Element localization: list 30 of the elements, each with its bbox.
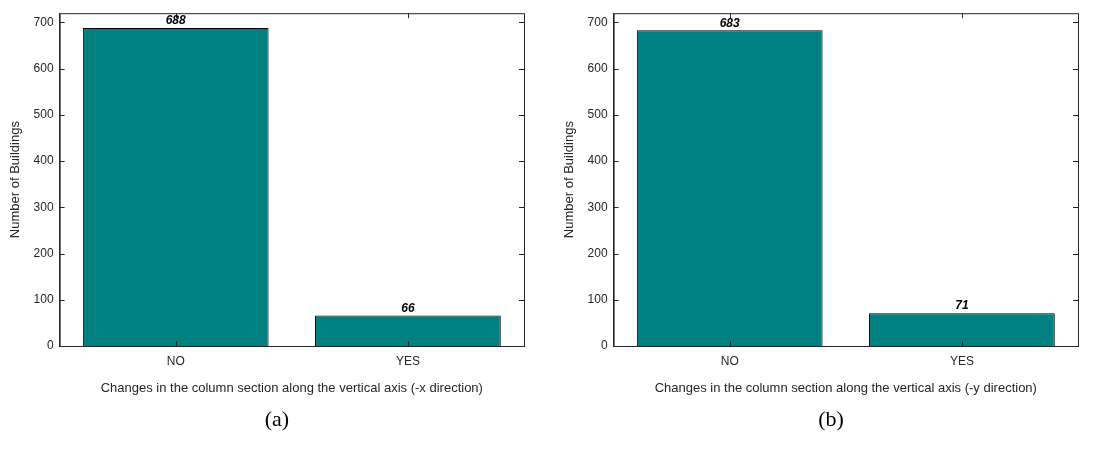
y-tick-label: 600	[33, 60, 54, 75]
y-tick-label: 300	[587, 199, 608, 214]
y-axis-title: Number of Buildings	[561, 120, 577, 239]
data-label: 71	[955, 298, 969, 313]
y-tick-label: 700	[33, 14, 54, 29]
y-tick-label: 600	[587, 60, 608, 75]
y-tick-label: 200	[33, 245, 54, 260]
x-axis-title: Changes in the column section along the vertical axis (-x direction)	[100, 379, 483, 395]
text: (a)	[263, 406, 291, 432]
y-tick-label: 500	[587, 107, 608, 122]
y-tick-label: 400	[33, 153, 54, 168]
x-tick-label: NO	[720, 353, 739, 368]
x-tick-label: NO	[166, 353, 185, 368]
y-tick-label: 400	[587, 153, 608, 168]
data-label: 66	[401, 300, 415, 315]
y-tick-label: 300	[33, 199, 54, 214]
x-tick-label: YES	[395, 353, 420, 368]
y-tick-label: 100	[33, 292, 54, 307]
y-tick-label: 100	[587, 292, 608, 307]
data-label: 683	[719, 15, 741, 30]
y-tick-label: 0	[600, 338, 608, 353]
data-label: 688	[165, 13, 187, 28]
y-tick-label: 200	[587, 245, 608, 260]
y-axis-title: Number of Buildings	[7, 120, 23, 239]
y-tick-label: 700	[587, 14, 608, 29]
y-tick-label: 0	[46, 338, 54, 353]
x-tick-label: YES	[949, 353, 974, 368]
text: (b)	[817, 406, 845, 432]
y-tick-label: 500	[33, 107, 54, 122]
x-axis-title: Changes in the column section along the vertical axis (-y direction)	[654, 379, 1037, 395]
